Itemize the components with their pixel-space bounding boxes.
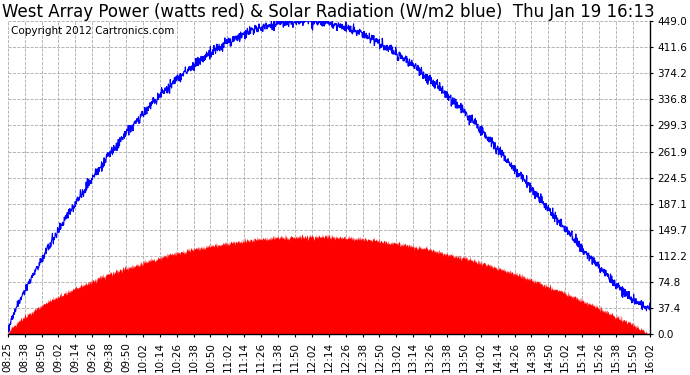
- Title: West Array Power (watts red) & Solar Radiation (W/m2 blue)  Thu Jan 19 16:13: West Array Power (watts red) & Solar Rad…: [3, 3, 655, 21]
- Text: Copyright 2012 Cartronics.com: Copyright 2012 Cartronics.com: [11, 26, 175, 36]
